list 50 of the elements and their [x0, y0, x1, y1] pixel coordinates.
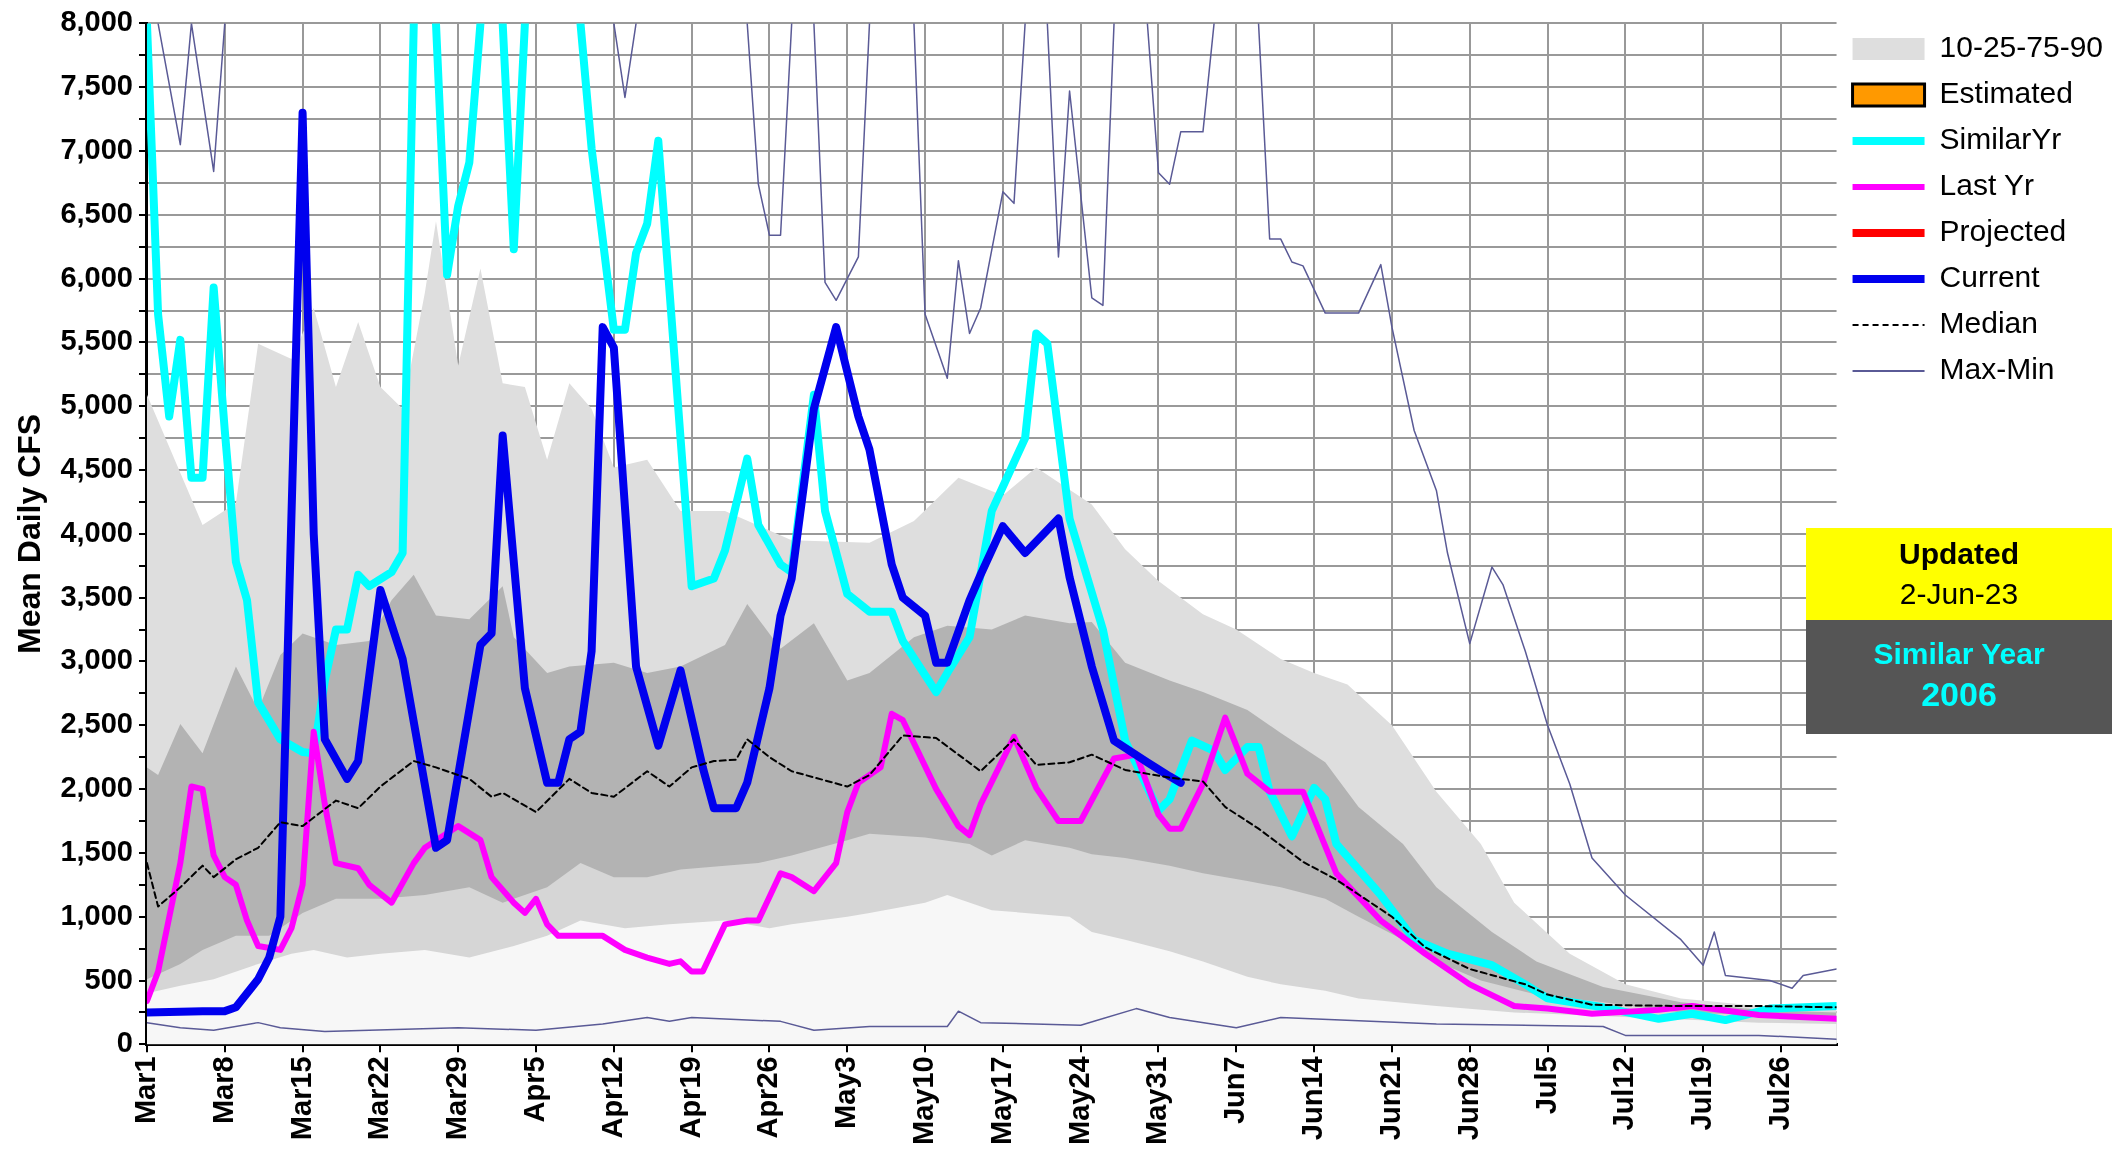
legend-label: Estimated: [1939, 76, 2073, 110]
y-tick-label: 2,000: [60, 771, 133, 804]
y-tick-label: 7,000: [60, 133, 133, 166]
y-tick-label: 1,500: [60, 834, 133, 867]
x-tick-label: Jun28: [1451, 1056, 1484, 1141]
x-tick-label: Apr5: [518, 1056, 551, 1123]
y-tick-label: 5,500: [60, 324, 133, 357]
legend-label: SimilarYr: [1939, 122, 2062, 156]
y-tick-label: 2,500: [60, 707, 133, 740]
y-tick-label: 8,000: [60, 5, 133, 38]
y-tick-label: 0: [116, 1026, 133, 1059]
info-panel: Updated 2-Jun-23: [1806, 528, 2112, 620]
x-tick-label: May10: [907, 1056, 940, 1145]
x-tick-label: May3: [829, 1056, 862, 1129]
legend-label: Current: [1939, 260, 2041, 294]
x-tick-label: Apr12: [595, 1056, 628, 1139]
y-tick-label: 3,000: [60, 643, 133, 676]
y-tick-label: 3,500: [60, 579, 133, 612]
x-tick-label: Jul26: [1762, 1056, 1795, 1131]
x-tick-label: May31: [1140, 1056, 1173, 1145]
x-tick-label: May24: [1062, 1056, 1095, 1145]
legend-label: Projected: [1939, 214, 2067, 248]
y-axis-title: Mean Daily CFS: [11, 413, 48, 654]
x-tick-label: Jul5: [1529, 1056, 1562, 1115]
x-tick-label: Jun7: [1218, 1056, 1251, 1125]
y-tick-label: 4,000: [60, 515, 133, 548]
legend-label: Max-Min: [1939, 352, 2055, 386]
y-tick-label: 500: [84, 962, 133, 995]
x-tick-label: Mar15: [284, 1056, 317, 1141]
x-tick-label: Mar29: [440, 1056, 473, 1141]
x-tick-label: Jul19: [1685, 1056, 1718, 1131]
legend-label: Last Yr: [1939, 168, 2035, 202]
x-tick-label: May17: [984, 1056, 1017, 1145]
y-tick-label: 6,000: [60, 260, 133, 293]
legend-label: Median: [1939, 306, 2038, 340]
y-tick-label: 6,500: [60, 196, 133, 229]
x-tick-label: Mar8: [206, 1056, 239, 1125]
x-tick-label: Jun21: [1373, 1056, 1406, 1141]
x-tick-label: Mar22: [362, 1056, 395, 1141]
y-tick-label: 1,000: [60, 898, 133, 931]
x-tick-label: Mar1: [128, 1056, 161, 1125]
y-tick-label: 4,500: [60, 452, 133, 485]
y-tick-label: 7,500: [60, 69, 133, 102]
x-tick-label: Apr19: [673, 1056, 706, 1139]
legend-label: 10-25-75-90: [1939, 30, 2104, 64]
x-tick-label: Jul12: [1607, 1056, 1640, 1131]
x-tick-label: Jun14: [1296, 1056, 1329, 1141]
x-tick-label: Apr26: [751, 1056, 784, 1139]
y-tick-label: 5,000: [60, 388, 133, 421]
info-panel: Similar Year 2006: [1806, 620, 2112, 734]
